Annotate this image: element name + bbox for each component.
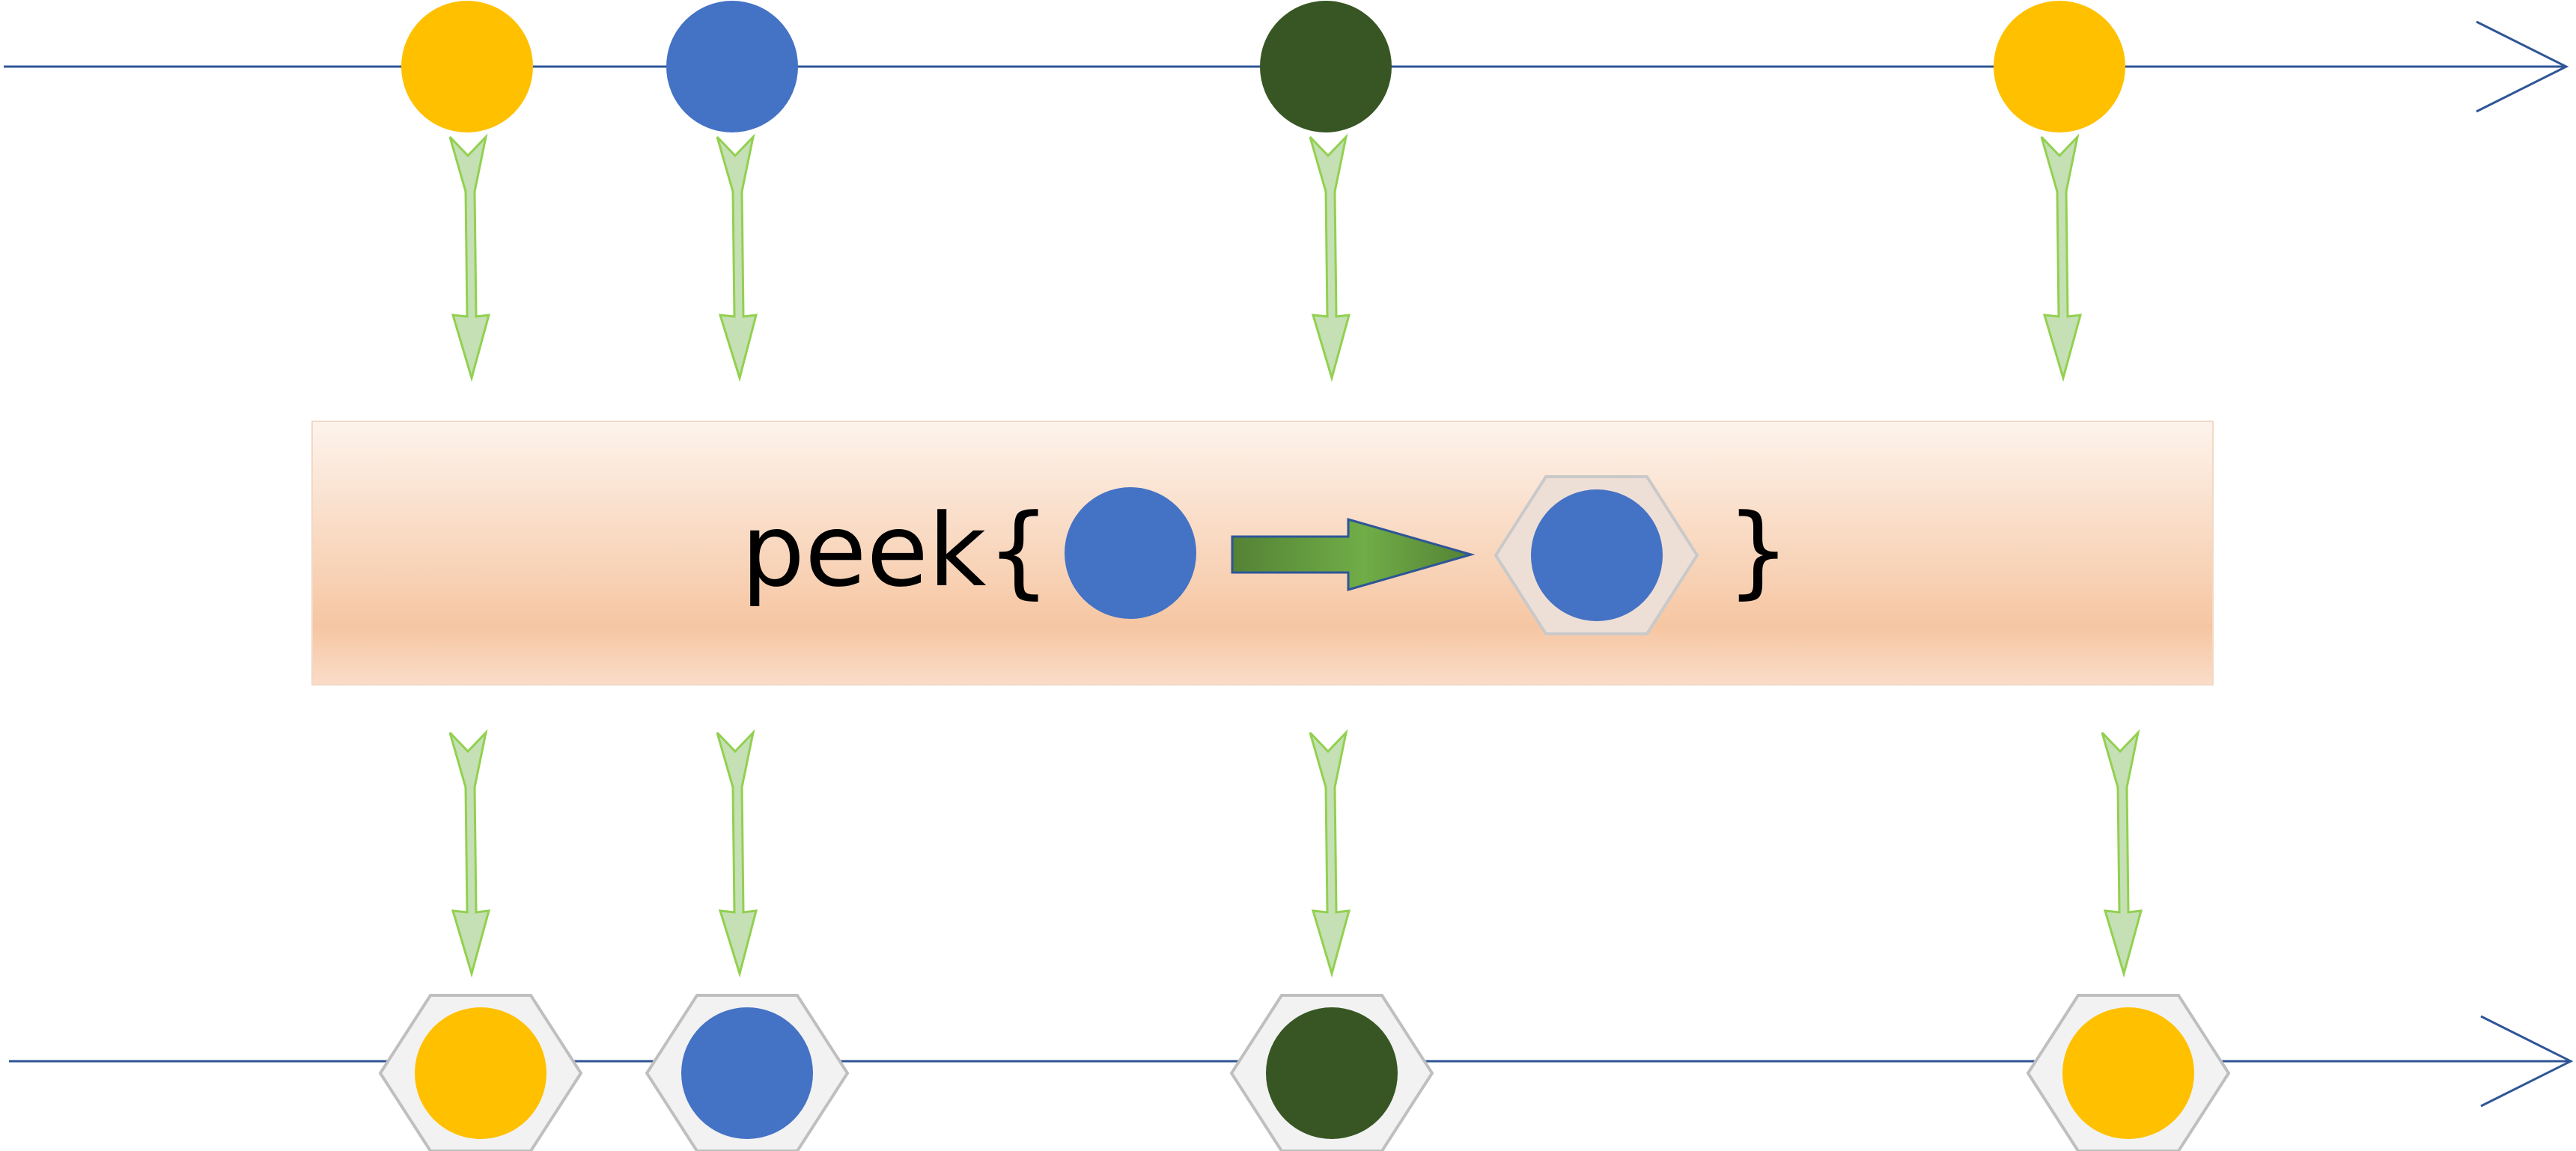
input-marbles bbox=[401, 1, 2125, 132]
operator-input-marble bbox=[1065, 487, 1196, 619]
output-marble-group-1 bbox=[378, 994, 583, 1151]
input-marble-blue bbox=[666, 1, 798, 132]
output-marble-group-4 bbox=[2026, 994, 2231, 1151]
flow-arrow-lower-3 bbox=[1309, 729, 1351, 978]
input-marble-yellow-2 bbox=[1994, 1, 2125, 132]
output-marble-group-2 bbox=[645, 994, 850, 1151]
operator-close-brace: } bbox=[1726, 492, 1790, 609]
operator-box: peek { } bbox=[311, 421, 2214, 686]
output-marble-group-3 bbox=[1229, 994, 1434, 1151]
input-marble-dark-green bbox=[1260, 1, 1392, 132]
flow-arrow-upper-1 bbox=[448, 133, 491, 382]
output-marbles bbox=[378, 994, 2231, 1151]
lower-flow-arrows bbox=[448, 729, 2143, 978]
operator-open-brace: { bbox=[987, 492, 1050, 609]
input-marble-yellow-1 bbox=[401, 1, 533, 132]
flow-arrow-lower-2 bbox=[716, 729, 758, 978]
operator-name: peek bbox=[741, 492, 987, 609]
operator-output-marble bbox=[1531, 489, 1663, 621]
flow-arrow-upper-3 bbox=[1309, 133, 1351, 382]
flow-arrow-upper-4 bbox=[2040, 133, 2083, 382]
output-timeline-arrowhead bbox=[2480, 1015, 2574, 1108]
output-marble-yellow-2 bbox=[2062, 1007, 2194, 1139]
operator-transform-arrow bbox=[1231, 518, 1476, 591]
flow-arrow-lower-4 bbox=[2101, 729, 2143, 978]
output-marble-dark-green bbox=[1266, 1007, 1398, 1139]
output-marble-yellow-1 bbox=[415, 1007, 546, 1139]
output-marble-blue bbox=[681, 1007, 813, 1139]
input-timeline-arrowhead bbox=[2476, 20, 2569, 113]
flow-arrow-lower-1 bbox=[448, 729, 491, 978]
upper-flow-arrows bbox=[448, 133, 2083, 382]
flow-arrow-upper-2 bbox=[716, 133, 758, 382]
